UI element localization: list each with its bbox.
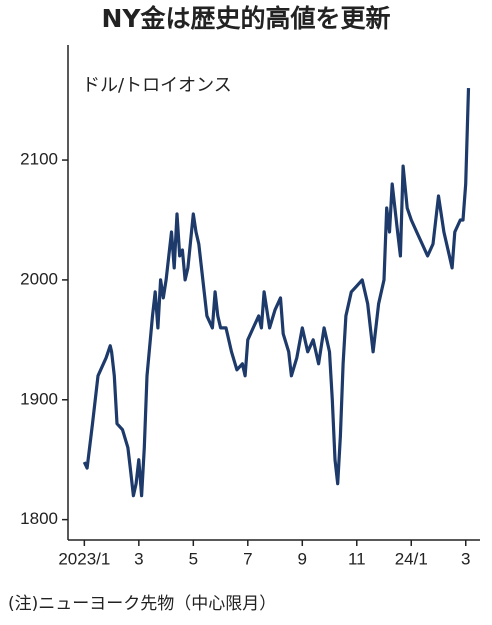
x-tick-label: 3 xyxy=(461,549,470,568)
x-tick-label: 5 xyxy=(189,549,198,568)
y-axis-unit: ドル/トロイオンス xyxy=(82,75,232,96)
x-tick-label: 9 xyxy=(298,549,307,568)
y-tick-label: 1900 xyxy=(20,389,58,408)
y-tick-label: 2000 xyxy=(20,269,58,288)
note: (注)ニューヨーク先物（中心限月） xyxy=(8,594,276,614)
chart-title: NY金は歴史的高値を更新 xyxy=(101,4,390,33)
x-tick-label: 7 xyxy=(243,549,252,568)
x-tick-label: 3 xyxy=(134,549,143,568)
price-line xyxy=(82,88,471,498)
x-tick-label: 24/1 xyxy=(395,549,428,568)
y-tick-label: 2100 xyxy=(20,150,58,169)
y-tick-label: 1800 xyxy=(20,509,58,528)
x-tick-label: 2023/1 xyxy=(58,549,110,568)
x-tick-label: 11 xyxy=(348,549,366,568)
